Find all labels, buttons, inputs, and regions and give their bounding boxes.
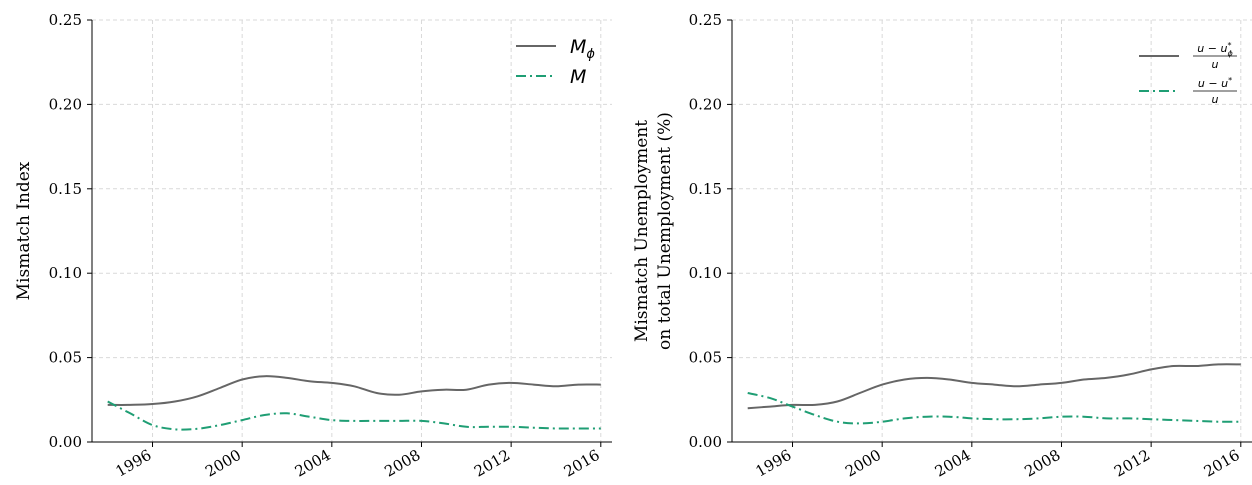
y-tick-label: 0.20 [689, 95, 722, 113]
y-tick-label: 0.05 [689, 349, 722, 367]
x-tick-label: 1996 [752, 446, 794, 481]
x-tick-label: 2000 [842, 446, 884, 481]
legend: u − u* ϕuu − u*u [1139, 41, 1237, 106]
legend-label: Mϕ [570, 36, 595, 62]
x-tick-label: 2004 [292, 446, 334, 481]
legend-label-denominator: u [1212, 58, 1219, 71]
x-tick-label: 1996 [112, 446, 154, 481]
y-axis-label: Mismatch Index [14, 161, 34, 300]
x-tick-label: 2016 [1201, 446, 1243, 481]
y-tick-label: 0.25 [689, 11, 722, 29]
y-tick-label: 0.15 [49, 180, 82, 198]
y-axis-label: on total Unemployment (%) [655, 112, 675, 350]
y-tick-label: 0.10 [689, 264, 722, 282]
series-line-1 [747, 363, 1241, 410]
chart-panel-1: 0.00 0.05 0.10 0.15 0.20 0.25 1996 2000 2004 2008… [14, 11, 612, 481]
series-line-2 [747, 392, 1241, 425]
chart-panel-2: 0.00 0.05 0.10 0.15 0.20 0.25 1996 2000 2004 2008… [632, 11, 1252, 481]
y-tick-label: 0.05 [49, 349, 82, 367]
x-tick-label: 2004 [932, 446, 974, 481]
x-tick-label: 2016 [561, 446, 603, 481]
y-axis-label: Mismatch Unemployment [632, 120, 652, 342]
y-tick-label: 0.00 [49, 433, 82, 451]
x-tick-label: 2000 [202, 446, 244, 481]
y-tick-label: 0.20 [49, 95, 82, 113]
y-tick-label: 0.25 [49, 11, 82, 29]
series-line-2 [107, 400, 601, 431]
x-tick-label: 2012 [471, 446, 513, 481]
legend-label-numerator: u − u* ϕ [1197, 41, 1233, 58]
legend-label: M [570, 66, 586, 88]
x-tick-label: 2008 [1021, 446, 1063, 481]
legend: Mϕ M [516, 36, 595, 88]
series-line-1 [107, 375, 601, 406]
legend-label-denominator: u [1212, 93, 1219, 106]
legend-label-numerator: u − u* [1198, 76, 1232, 90]
y-tick-label: 0.10 [49, 264, 82, 282]
x-tick-label: 2012 [1111, 446, 1153, 481]
y-tick-label: 0.00 [689, 433, 722, 451]
x-tick-label: 2008 [381, 446, 423, 481]
y-tick-label: 0.15 [689, 180, 722, 198]
